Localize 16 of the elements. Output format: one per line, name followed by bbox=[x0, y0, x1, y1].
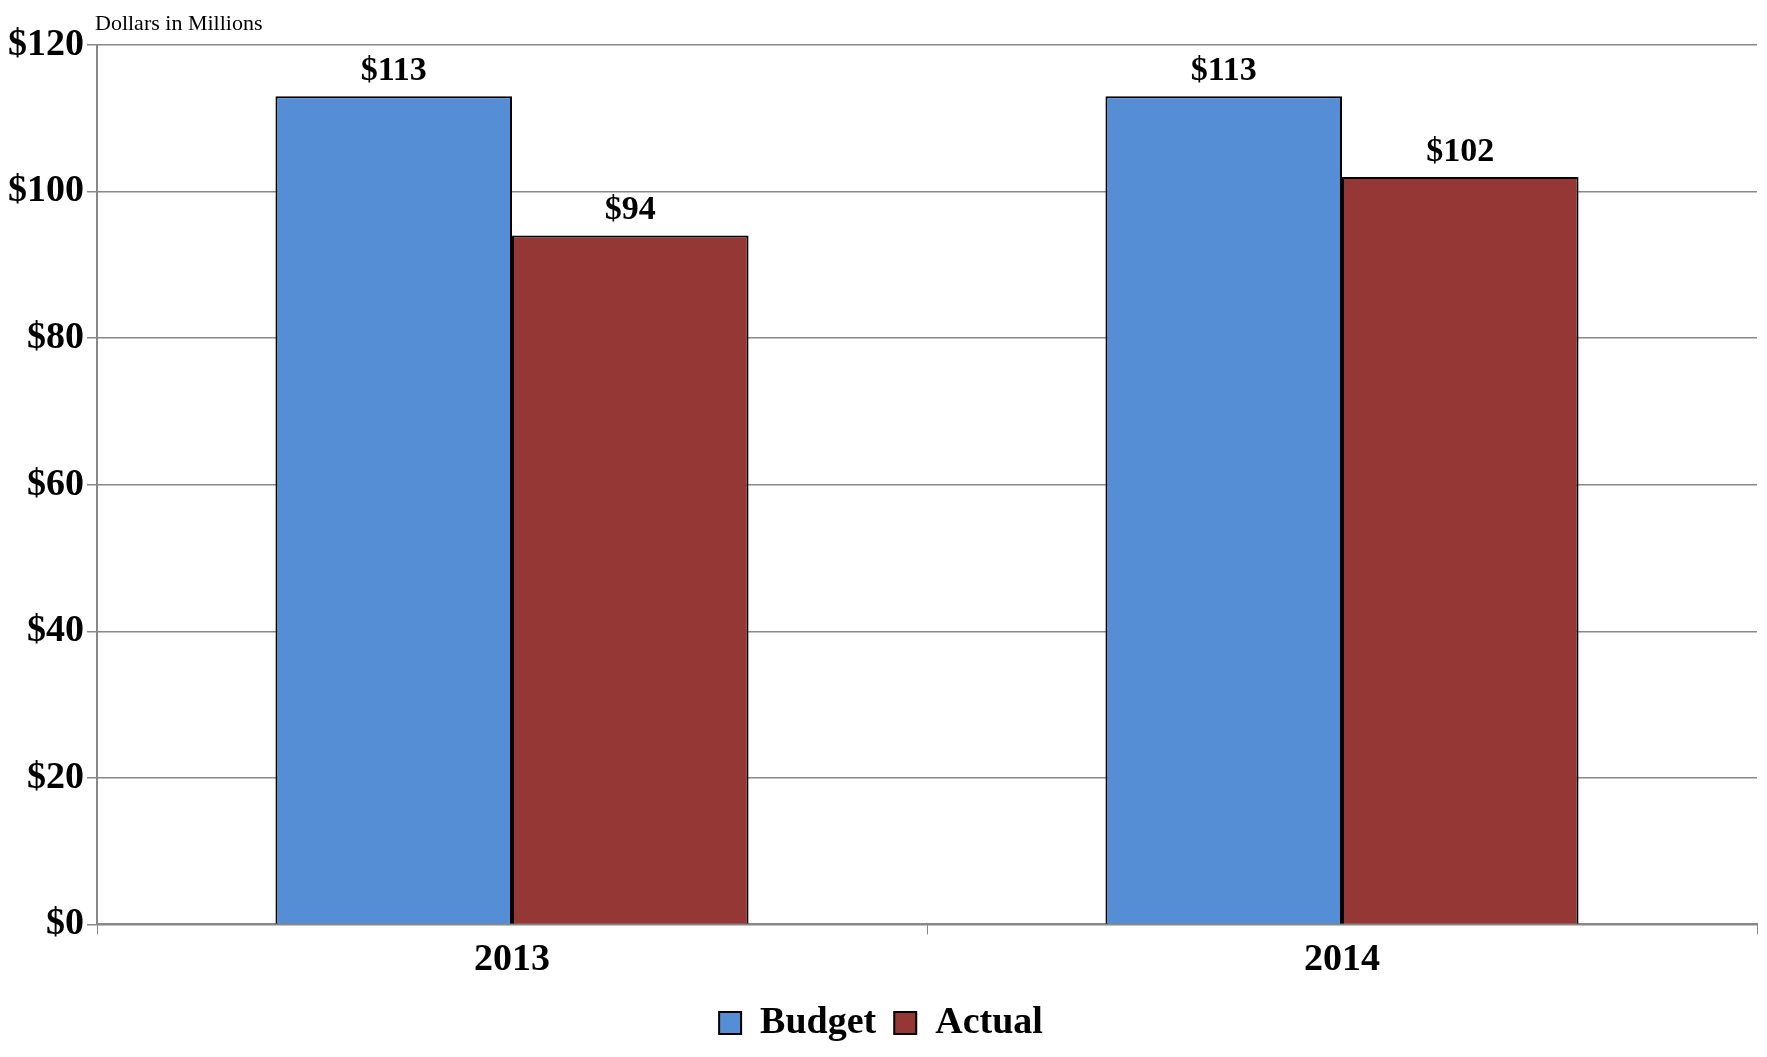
y-tick-label: $100 bbox=[8, 167, 84, 210]
y-tick-label: $120 bbox=[8, 20, 84, 63]
y-tick-label: $40 bbox=[27, 607, 84, 650]
y-tick-label: $20 bbox=[27, 753, 84, 796]
y-tick-label: $60 bbox=[27, 460, 84, 503]
y-tick-label: $80 bbox=[27, 313, 84, 356]
y-axis-title: Dollars in Millions bbox=[95, 9, 263, 35]
legend-label: Budget bbox=[760, 998, 877, 1041]
data-label: $94 bbox=[604, 189, 656, 227]
x-tick-label: 2014 bbox=[1304, 936, 1380, 979]
x-tick-label: 2013 bbox=[474, 936, 550, 979]
legend-label: Actual bbox=[935, 998, 1043, 1041]
data-label: $113 bbox=[1190, 50, 1257, 88]
data-label: $102 bbox=[1426, 130, 1495, 168]
data-label: $113 bbox=[360, 50, 427, 88]
y-tick-label: $0 bbox=[46, 900, 84, 943]
